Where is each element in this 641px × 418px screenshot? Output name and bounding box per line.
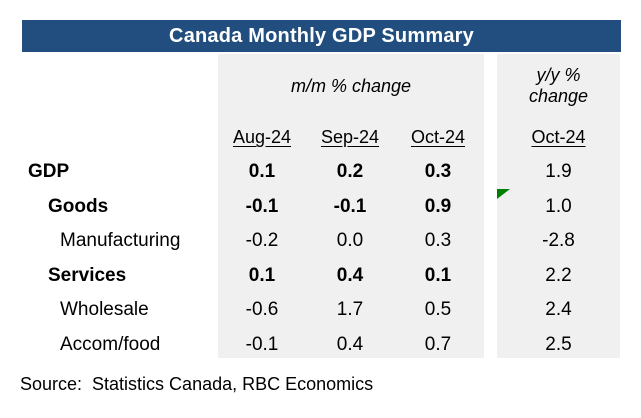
month-header-aug: Aug-24 — [232, 127, 292, 147]
yy-block-background — [497, 54, 620, 358]
month-header-sep: Sep-24 — [320, 127, 380, 147]
row-label: Accom/food — [60, 334, 161, 355]
date-header-row: Aug-24 Sep-24 Oct-24 Oct-24 — [0, 120, 641, 154]
mm-value-cell: 0.4 — [336, 265, 364, 286]
mm-value-cell: 0.4 — [336, 334, 364, 355]
month-header-oct: Oct-24 — [410, 127, 466, 147]
mm-value-cell: 0.3 — [424, 161, 452, 182]
yy-value-cell: -2.8 — [542, 230, 575, 251]
table-row-wholesale: Wholesale -0.6 1.7 0.5 2.4 — [0, 292, 641, 327]
table-row-accom-food: Accom/food -0.1 0.4 0.7 2.5 — [0, 327, 641, 362]
mm-value-cell: 0.5 — [424, 299, 452, 320]
yy-group-header: y/y % change — [528, 64, 589, 106]
mm-value-cell: -0.1 — [333, 196, 367, 217]
mm-value-cell: 0.0 — [336, 230, 364, 251]
table-row-manufacturing: Manufacturing -0.2 0.0 0.3 -2.8 — [0, 223, 641, 258]
mm-value-cell: -0.1 — [245, 334, 279, 355]
row-label: Services — [48, 265, 127, 286]
mm-value-cell: -0.1 — [245, 196, 279, 217]
row-label: Wholesale — [60, 299, 149, 320]
table-row-goods: Goods -0.1 -0.1 0.9 1.0 — [0, 189, 641, 224]
title-bar: Canada Monthly GDP Summary — [22, 20, 621, 52]
yy-value-cell: 1.0 — [545, 196, 572, 217]
mm-block-background — [218, 54, 484, 358]
table-row-services: Services 0.1 0.4 0.1 2.2 — [0, 258, 641, 293]
mm-value-cell: 0.1 — [424, 265, 452, 286]
yy-month-header: Oct-24 — [531, 127, 586, 147]
mm-value-cell: 0.9 — [424, 196, 452, 217]
mm-value-cell: 0.2 — [336, 161, 364, 182]
figure-title: Canada Monthly GDP Summary — [169, 24, 474, 47]
mm-value-cell: 1.7 — [336, 299, 364, 320]
mm-group-header: m/m % change — [290, 75, 412, 96]
row-label: Goods — [48, 196, 109, 217]
source-note: Source: Statistics Canada, RBC Economics — [20, 374, 374, 394]
mm-value-cell: 0.3 — [424, 230, 452, 251]
table-row-gdp: GDP 0.1 0.2 0.3 1.9 — [0, 154, 641, 189]
mm-value-cell: -0.6 — [245, 299, 279, 320]
yy-value-cell: 1.9 — [545, 161, 572, 182]
yy-value-cell: 2.4 — [545, 299, 572, 320]
yy-value-cell: 2.2 — [545, 265, 572, 286]
green-triangle-marker-icon — [497, 189, 510, 199]
yy-value-cell: 2.5 — [545, 334, 572, 355]
row-label: GDP — [28, 161, 70, 182]
row-label: Manufacturing — [60, 230, 181, 251]
mm-value-cell: 0.1 — [248, 161, 276, 182]
mm-value-cell: -0.2 — [245, 230, 279, 251]
mm-value-cell: 0.7 — [424, 334, 452, 355]
mm-value-cell: 0.1 — [248, 265, 276, 286]
